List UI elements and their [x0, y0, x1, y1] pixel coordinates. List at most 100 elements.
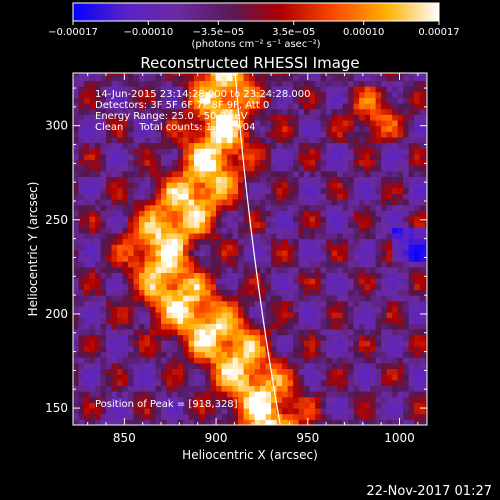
- heatmap-cell: [89, 159, 96, 166]
- heatmap-cell: [144, 357, 151, 364]
- heatmap-cell: [265, 103, 272, 110]
- heatmap-cell: [95, 255, 102, 262]
- heatmap-cell: [425, 159, 427, 166]
- heatmap-cell: [89, 114, 96, 121]
- heatmap-cell: [386, 419, 393, 425]
- heatmap-cell: [177, 345, 184, 353]
- heatmap-cell: [403, 97, 410, 104]
- heatmap-cell: [249, 182, 256, 189]
- heatmap-cell: [370, 148, 377, 155]
- heatmap-cell: [386, 137, 393, 144]
- heatmap-cell: [304, 312, 311, 319]
- heatmap-cell: [78, 249, 85, 257]
- heatmap-cell: [342, 227, 349, 234]
- heatmap-cell: [238, 86, 245, 93]
- heatmap-cell: [89, 176, 96, 183]
- heatmap-cell: [348, 351, 355, 358]
- heatmap-cell: [161, 131, 168, 138]
- heatmap-cell: [375, 176, 382, 183]
- heatmap-cell: [117, 182, 124, 189]
- heatmap-cell: [249, 165, 256, 172]
- heatmap-cell: [419, 176, 426, 183]
- heatmap-cell: [260, 278, 267, 285]
- heatmap-cell: [238, 317, 245, 324]
- heatmap-cell: [359, 86, 366, 93]
- heatmap-cell: [337, 283, 344, 290]
- heatmap-cell: [216, 255, 223, 262]
- heatmap-cell: [254, 266, 261, 274]
- heatmap-cell: [78, 244, 85, 251]
- heatmap-cell: [227, 334, 234, 341]
- heatmap-cell: [161, 312, 168, 319]
- heatmap-cell: [397, 306, 404, 313]
- heatmap-cell: [122, 142, 129, 149]
- heatmap-cell: [117, 74, 124, 82]
- heatmap-cell: [194, 272, 201, 279]
- heatmap-cell: [276, 238, 283, 245]
- heatmap-cell: [205, 368, 212, 375]
- heatmap-cell: [403, 379, 410, 386]
- heatmap-cell: [304, 73, 311, 76]
- heatmap-cell: [397, 170, 404, 178]
- heatmap-cell: [381, 238, 388, 245]
- heatmap-cell: [249, 345, 256, 353]
- heatmap-cell: [188, 374, 195, 381]
- heatmap-cell: [282, 374, 289, 381]
- heatmap-cell: [89, 233, 96, 240]
- heatmap-cell: [122, 419, 129, 425]
- heatmap-cell: [73, 278, 80, 285]
- heatmap-cell: [238, 368, 245, 375]
- heatmap-cell: [243, 131, 250, 138]
- heatmap-cell: [243, 165, 250, 172]
- heatmap-cell: [271, 153, 278, 161]
- heatmap-cell: [95, 142, 102, 149]
- heatmap-cell: [166, 283, 173, 290]
- heatmap-cell: [342, 153, 349, 161]
- heatmap-cell: [364, 283, 371, 290]
- heatmap-cell: [419, 221, 426, 228]
- heatmap-cell: [183, 419, 190, 425]
- heatmap-cell: [315, 413, 322, 420]
- heatmap-cell: [172, 300, 179, 307]
- heatmap-cell: [282, 396, 289, 403]
- heatmap-cell: [172, 142, 179, 149]
- heatmap-cell: [128, 80, 135, 87]
- heatmap-cell: [227, 345, 234, 353]
- heatmap-cell: [260, 153, 267, 161]
- heatmap-cell: [326, 204, 333, 211]
- heatmap-cell: [155, 408, 162, 415]
- heatmap-cell: [183, 385, 190, 392]
- heatmap-cell: [73, 97, 80, 104]
- heatmap-cell: [419, 345, 426, 353]
- heatmap-cell: [194, 385, 201, 392]
- heatmap-cell: [408, 148, 415, 155]
- heatmap-cell: [89, 103, 96, 110]
- heatmap-cell: [304, 391, 311, 398]
- heatmap-cell: [183, 345, 190, 353]
- heatmap-cell: [359, 261, 366, 268]
- heatmap-cell: [100, 362, 107, 370]
- heatmap-cell: [205, 210, 212, 217]
- heatmap-cell: [337, 114, 344, 121]
- heatmap-cell: [309, 86, 316, 93]
- heatmap-cell: [364, 362, 371, 370]
- heatmap-cell: [243, 413, 250, 420]
- heatmap-cell: [117, 351, 124, 358]
- heatmap-cell: [111, 238, 118, 245]
- heatmap-cell: [265, 204, 272, 211]
- heatmap-cell: [419, 278, 426, 285]
- heatmap-cell: [216, 351, 223, 358]
- heatmap-cell: [78, 108, 85, 115]
- heatmap-cell: [199, 306, 206, 313]
- heatmap-cell: [282, 125, 289, 132]
- heatmap-cell: [205, 413, 212, 420]
- heatmap-cell: [205, 125, 212, 132]
- heatmap-cell: [386, 120, 393, 127]
- heatmap-cell: [155, 125, 162, 132]
- heatmap-cell: [304, 334, 311, 341]
- heatmap-cell: [265, 125, 272, 132]
- heatmap-cell: [414, 120, 421, 127]
- colorbar-tick-label: −3.5e−05: [193, 27, 245, 38]
- heatmap-cell: [150, 402, 157, 409]
- heatmap-cell: [342, 306, 349, 313]
